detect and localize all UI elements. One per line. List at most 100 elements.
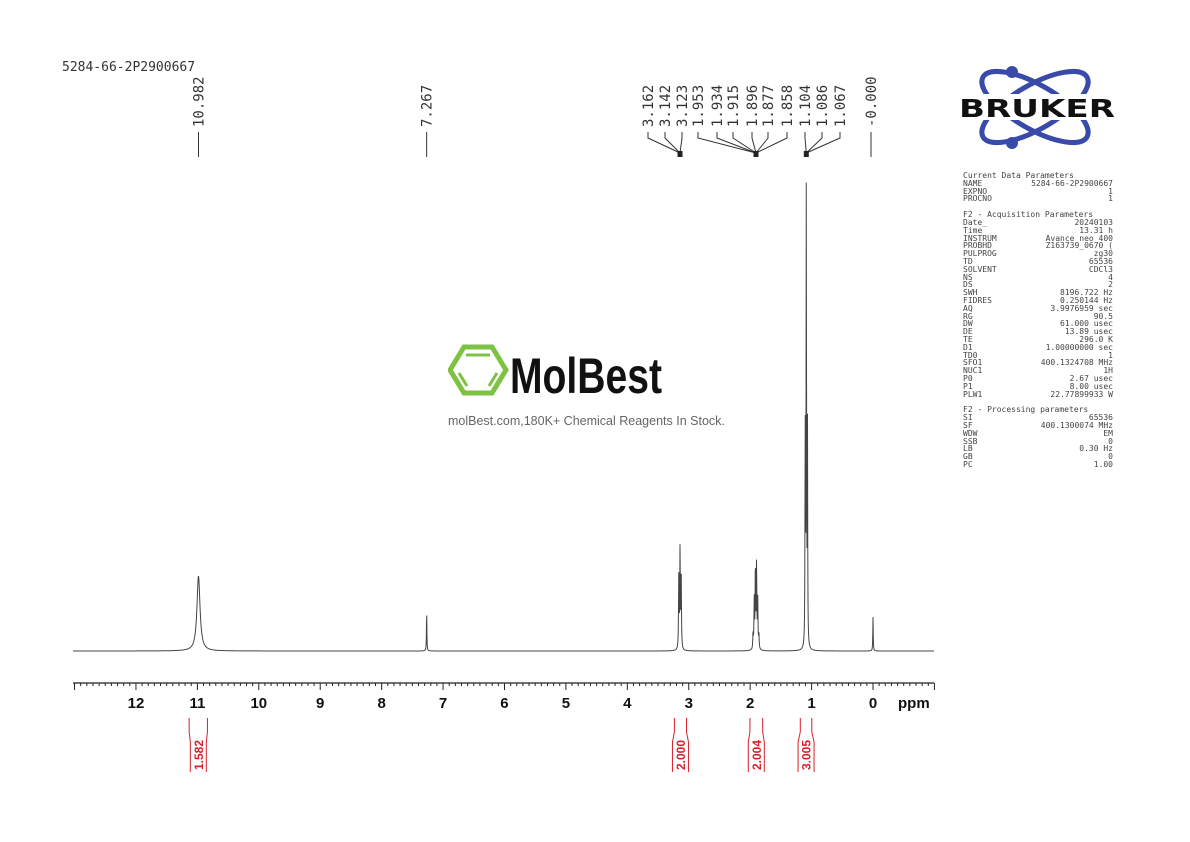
x-tick-label: 3 — [685, 695, 693, 712]
param-row: EXPNO 1 — [963, 186, 1113, 196]
param-key: PULPROG — [963, 249, 997, 259]
integral-value: 2.004 — [750, 740, 764, 770]
param-value: 0 — [1108, 436, 1113, 446]
param-key: FIDRES — [963, 295, 992, 305]
x-tick-label: 9 — [316, 695, 324, 712]
integral-bracket-left — [797, 718, 801, 772]
integral-bracket-left — [747, 718, 751, 772]
param-key: AQ — [963, 303, 973, 313]
param-key: TD — [963, 256, 973, 266]
param-key: SF — [963, 420, 973, 430]
multiplet-marker — [803, 151, 809, 157]
bruker-logo: BRUKER — [958, 66, 1116, 149]
x-tick-label: 7 — [439, 695, 447, 712]
param-value: 1.00000000 sec — [1045, 342, 1113, 352]
param-value: 13.89 usec — [1064, 327, 1113, 337]
x-tick-label: 6 — [500, 695, 508, 712]
param-value: zg30 — [1093, 249, 1113, 259]
param-value: 1 — [1108, 186, 1113, 196]
param-row: LB 0.30 Hz — [963, 445, 1113, 453]
param-key: PROBHD — [963, 241, 992, 251]
param-row: D1 1.00000000 sec — [963, 342, 1113, 352]
param-key: PC — [963, 459, 973, 469]
param-value: 0 — [1108, 452, 1113, 462]
x-tick-label: 12 — [128, 695, 145, 712]
peak-label: 1.953 — [691, 85, 707, 127]
x-tick-label: 1 — [807, 695, 815, 712]
param-key: EXPNO — [963, 186, 988, 196]
peak-label: 7.267 — [420, 85, 436, 127]
x-axis-label: ppm — [898, 695, 930, 712]
x-tick-label: 11 — [189, 695, 205, 712]
param-value: 4 — [1108, 272, 1113, 282]
param-section-title: Current Data Parameters — [963, 171, 1074, 180]
peak-label: 1.896 — [745, 85, 761, 127]
param-value: 400.1300074 MHz — [1040, 420, 1113, 430]
param-value: 0.30 Hz — [1079, 444, 1113, 454]
param-value: 0.250144 Hz — [1060, 295, 1113, 305]
molbest-logo: MolBest — [447, 344, 662, 404]
param-key: NAME — [963, 178, 983, 188]
param-row: P1 8.00 usec — [963, 382, 1113, 391]
param-row: DE 13.89 usec — [963, 328, 1113, 336]
param-section-title: F2 - Acquisition Parameters — [963, 210, 1094, 220]
param-row: FIDRES 0.250144 Hz — [963, 297, 1113, 305]
param-row: PC 1.00 — [963, 459, 1113, 469]
param-row: Date_ 20240103 — [963, 219, 1113, 227]
x-tick-label: 8 — [377, 695, 385, 712]
param-row: INSTRUM Avance neo 400 — [963, 233, 1113, 243]
param-key: PLW1 — [963, 389, 983, 399]
param-row: AQ 3.9976959 sec — [963, 303, 1113, 313]
param-key: INSTRUM — [963, 233, 997, 243]
svg-text:MolBest: MolBest — [510, 348, 662, 403]
param-value: 13.31 h — [1079, 225, 1113, 235]
peak-label: 3.123 — [675, 85, 691, 127]
param-row: SSB 0 — [963, 436, 1113, 446]
param-value: 61.000 usec — [1060, 319, 1113, 329]
param-value: 65536 — [1088, 413, 1113, 423]
param-key: SI — [963, 413, 973, 423]
param-value: 22.77899933 W — [1050, 389, 1113, 399]
param-row: PROCNO 1 — [963, 195, 1113, 203]
param-row: TE 296.0 K — [963, 336, 1113, 344]
spectrum-title: 5284-66-2P2900667 — [62, 60, 196, 75]
param-row: Time 13.31 h — [963, 225, 1113, 235]
param-key: DS — [963, 280, 973, 290]
param-value: 5284-66-2P2900667 — [1031, 178, 1113, 188]
param-value: 8196.722 Hz — [1060, 288, 1113, 298]
param-value: EM — [1103, 428, 1113, 438]
param-value: 90.5 — [1093, 311, 1113, 321]
param-key: D1 — [963, 342, 973, 352]
param-key: SSB — [963, 436, 978, 446]
param-value: 400.1324708 MHz — [1040, 358, 1113, 368]
param-value: CDCl3 — [1088, 264, 1113, 274]
param-key: SWH — [963, 288, 978, 298]
peak-label: 1.104 — [798, 85, 814, 127]
watermark-tagline: molBest.com,180K+ Chemical Reagents In S… — [448, 414, 725, 428]
param-value: 3.9976959 sec — [1050, 303, 1113, 313]
param-key: SFO1 — [963, 358, 983, 368]
param-key: NUC1 — [963, 366, 983, 376]
param-row: SF 400.1300074 MHz — [963, 422, 1113, 430]
integral-bracket-right — [205, 718, 208, 772]
param-value: 2.67 usec — [1069, 373, 1113, 383]
param-key: NS — [963, 272, 973, 282]
param-row: SFO1 400.1324708 MHz — [963, 359, 1113, 367]
param-value: 2 — [1108, 280, 1113, 290]
param-key: Time — [963, 225, 983, 235]
x-tick-label: 5 — [562, 695, 570, 712]
integral-value: 2.000 — [674, 740, 688, 770]
param-row: WDW EM — [963, 428, 1113, 438]
param-row: PULPROG zg30 — [963, 250, 1113, 258]
param-value: 1 — [1108, 350, 1113, 360]
integral-bracket-right — [686, 718, 689, 772]
molbest-watermark: MolBest — [447, 343, 748, 407]
peak-label: 1.877 — [761, 85, 777, 127]
peak-label-connector — [805, 132, 841, 157]
param-key: TE — [963, 334, 973, 344]
spectrum-trace — [73, 182, 934, 652]
peak-label: 1.086 — [815, 85, 831, 127]
param-row: NAME 5284-66-2P2900667 — [963, 178, 1113, 188]
param-value: 296.0 K — [1079, 334, 1113, 344]
param-row: RG 90.5 — [963, 311, 1113, 321]
